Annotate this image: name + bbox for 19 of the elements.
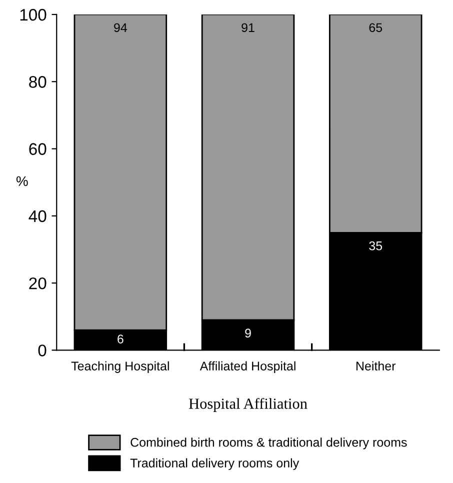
x-axis-title: Hospital Affiliation bbox=[188, 398, 308, 412]
y-tick-label: 20 bbox=[29, 277, 46, 290]
legend-label: Combined birth rooms & traditional delivery rooms bbox=[130, 438, 407, 450]
y-tick-label: 60 bbox=[29, 143, 46, 155]
y-axis-title: % bbox=[16, 176, 28, 186]
data-label: 94 bbox=[114, 23, 128, 32]
data-label: 91 bbox=[242, 23, 254, 32]
data-label: 35 bbox=[369, 241, 382, 250]
x-tick-label: Teaching Hospital bbox=[71, 361, 169, 373]
y-tick-label: 100 bbox=[20, 8, 46, 21]
data-label: 6 bbox=[118, 334, 124, 344]
legend-label: Traditional delivery rooms only bbox=[130, 458, 300, 470]
x-tick-label: Neither bbox=[356, 361, 396, 370]
data-label: 9 bbox=[245, 328, 251, 338]
y-tick-label: 80 bbox=[29, 76, 46, 88]
y-tick-label: 40 bbox=[28, 210, 46, 222]
y-tick-label: 0 bbox=[38, 344, 46, 356]
data-label: 65 bbox=[369, 23, 382, 32]
x-tick-label: Affiliated Hospital bbox=[200, 361, 296, 373]
